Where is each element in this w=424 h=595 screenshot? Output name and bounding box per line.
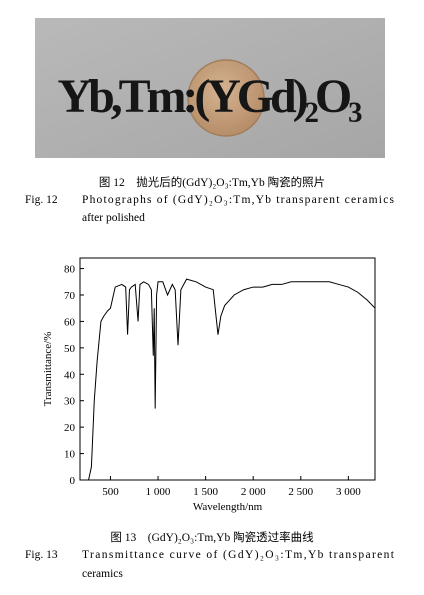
caption-label: Fig. 13 (25, 549, 58, 561)
ceramic-disc (187, 59, 265, 137)
x-tick-label: 1 000 (146, 486, 171, 498)
caption-cn: 图 13 (GdY)₂O₃:Tm,Yb 陶瓷透过率曲线 (110, 530, 314, 544)
x-tick-label: 3 000 (336, 486, 361, 498)
y-tick-label: 80 (64, 264, 76, 276)
plot-frame (79, 257, 376, 481)
x-axis-label: Wavelength/nm (193, 501, 263, 513)
y-tick-label: 10 (64, 449, 76, 461)
caption-en: after polished (82, 212, 145, 224)
caption-label: Fig. 12 (25, 194, 58, 206)
y-tick-label: 20 (64, 422, 76, 434)
photo: Yb,Tm:(YGd)₂O₃ (35, 18, 385, 158)
y-tick-label: 0 (70, 475, 76, 487)
x-tick-label: 1 500 (193, 486, 218, 498)
caption-en: Photographs of (GdY)₂O₃:Tm,Yb transparen… (82, 194, 395, 206)
x-tick-label: 500 (102, 486, 119, 498)
y-tick-label: 40 (64, 369, 76, 381)
caption-en: ceramics (82, 568, 123, 580)
transmittance-line (88, 278, 376, 481)
y-tick-label: 50 (64, 343, 76, 355)
chart: 0 10 20 30 40 50 60 70 80 500 1 000 1 500 2 000 2 500… (42, 257, 376, 513)
photo-label: Yb,Tm:(YGd)₂O₃ (58, 70, 363, 123)
y-axis-label: Transmittance/% (42, 332, 54, 407)
caption-cn: 图 12 抛光后的(GdY)₂O₃:Tm,Yb 陶瓷的照片 (99, 175, 325, 189)
y-tick-label: 30 (64, 396, 76, 408)
y-tick-label: 60 (64, 316, 76, 328)
x-tick-label: 2 500 (288, 486, 313, 498)
x-tick-label: 2 000 (241, 486, 266, 498)
y-tick-label: 70 (64, 290, 76, 302)
caption-en: Transmittance curve of (GdY)₂O₃:Tm,Yb tr… (82, 549, 395, 561)
